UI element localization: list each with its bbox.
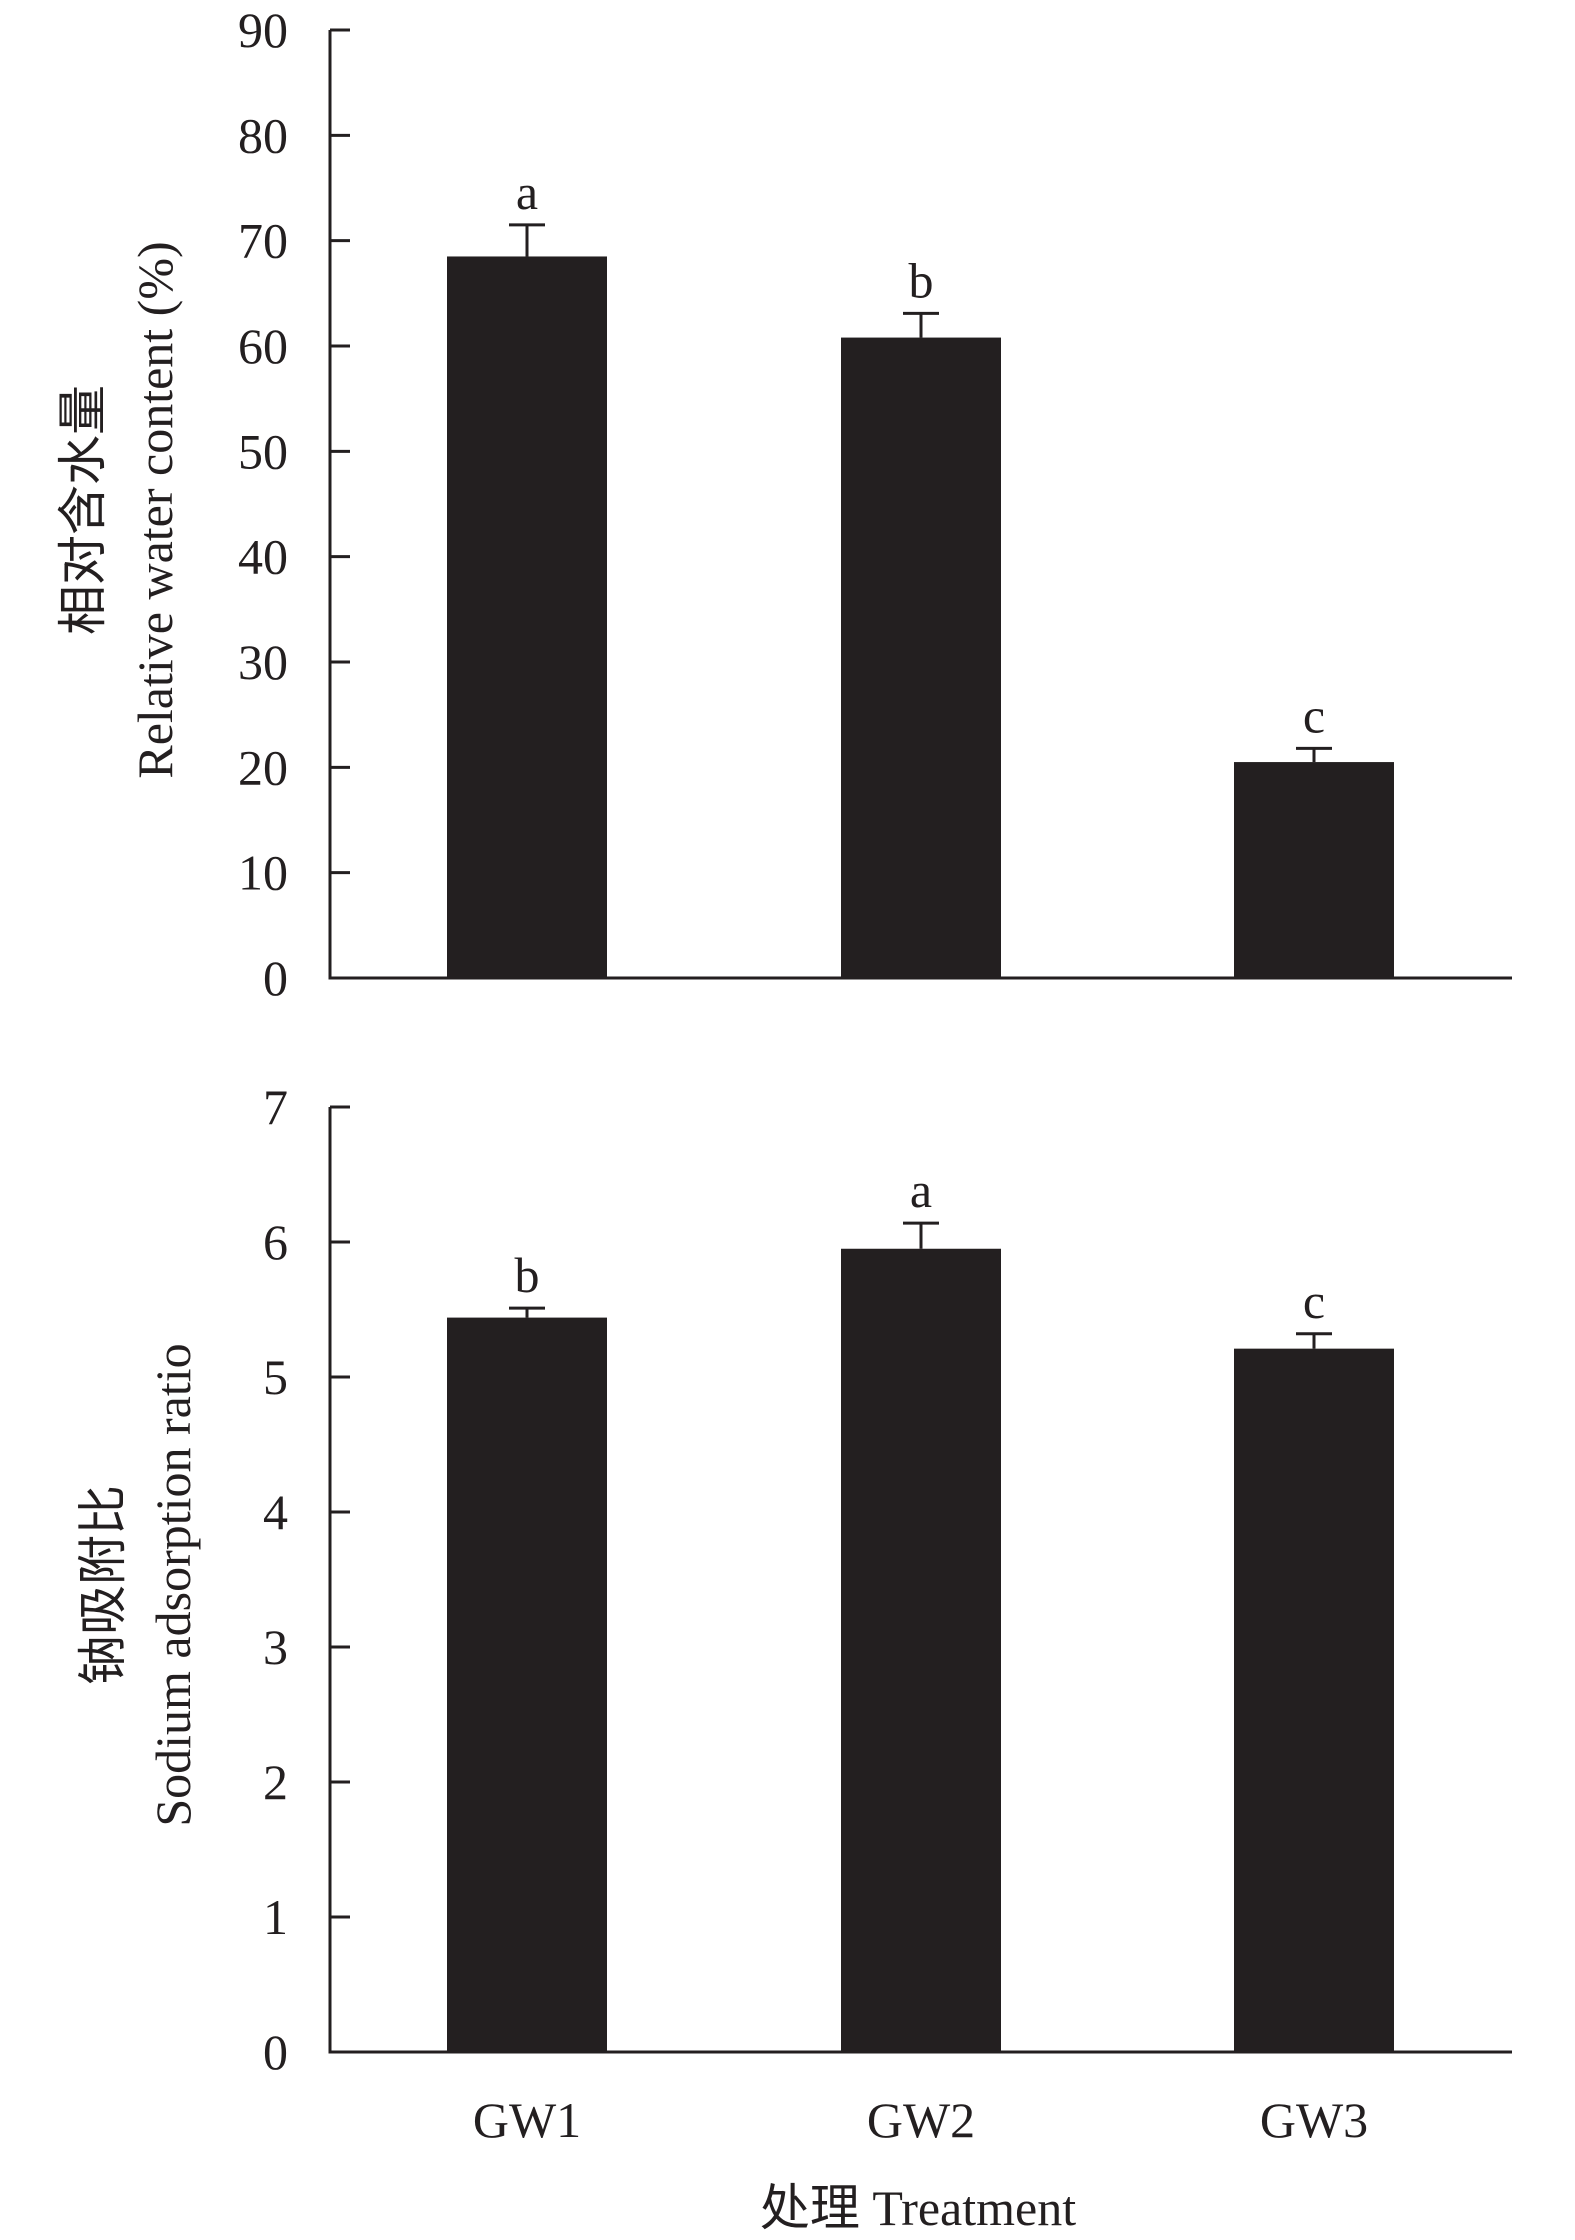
y-tick-label: 10 [238, 845, 288, 901]
y-tick-label: 6 [263, 1214, 288, 1270]
bar-gw2 [841, 1248, 1001, 2052]
y-tick-label: 5 [263, 1349, 288, 1405]
y-axis-title-english: Relative water content (%) [127, 241, 183, 778]
y-axis-title-english: Sodium adsorption ratio [145, 1343, 201, 1826]
x-tick-label: GW3 [1260, 2092, 1368, 2148]
bar-gw1 [447, 256, 607, 978]
y-tick-label: 4 [263, 1484, 288, 1540]
significance-label: a [910, 1162, 932, 1218]
y-tick-label: 1 [263, 1889, 288, 1945]
y-tick-label: 90 [238, 2, 288, 58]
y-tick-label: 70 [238, 213, 288, 269]
significance-label: a [516, 164, 538, 220]
significance-label: c [1303, 1273, 1325, 1329]
bar-gw2 [841, 337, 1001, 978]
significance-label: c [1303, 687, 1325, 743]
y-tick-label: 2 [263, 1754, 288, 1810]
y-tick-label: 60 [238, 318, 288, 374]
y-tick-label: 40 [238, 529, 288, 585]
bar-gw1 [447, 1317, 607, 2052]
bar-gw3 [1234, 762, 1394, 978]
y-tick-label: 7 [263, 1079, 288, 1135]
x-axis-title: 处理 Treatment [760, 2180, 1076, 2236]
y-tick-label: 50 [238, 423, 288, 479]
significance-label: b [515, 1247, 540, 1303]
relative-water-content-chart: 相对含水量 Relative water content (%) 0 10 20 30… [55, 2, 1512, 1006]
y-tick-label: 0 [263, 2024, 288, 2080]
x-tick-label: GW1 [473, 2092, 581, 2148]
y-tick-label: 20 [238, 739, 288, 795]
x-tick-label: GW2 [867, 2092, 975, 2148]
y-tick-label: 0 [263, 950, 288, 1006]
y-axis-title-chinese: 相对含水量 [55, 385, 111, 635]
y-tick-label: 30 [238, 634, 288, 690]
y-tick-label: 3 [263, 1619, 288, 1675]
sodium-adsorption-ratio-chart: 钠吸附比 Sodium adsorption ratio 0 1 2 3 4 5 6 7 b GW… [75, 1079, 1512, 2148]
y-tick-label: 80 [238, 107, 288, 163]
y-axis-title-chinese: 钠吸附比 [75, 1485, 131, 1685]
bar-gw3 [1234, 1348, 1394, 2052]
significance-label: b [909, 252, 934, 308]
